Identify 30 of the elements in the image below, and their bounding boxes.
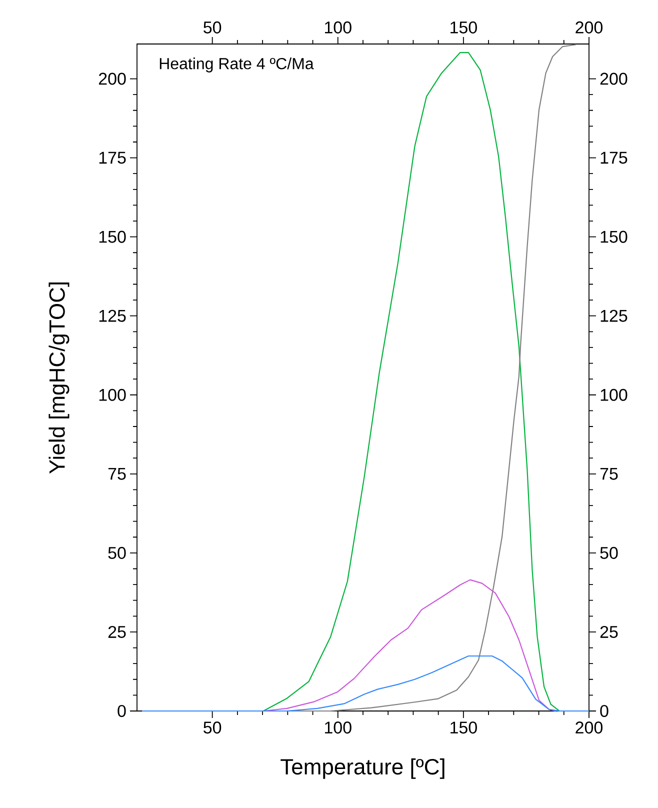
y-tick-label: 50	[108, 546, 126, 559]
y2-tick-label: 25	[600, 626, 618, 638]
y2-tick-label: 0	[600, 704, 608, 718]
y-tick-label: 75	[108, 468, 126, 480]
x-axis-title: Temperature [ºC]	[280, 758, 444, 779]
x-tick-label: 100	[325, 722, 352, 734]
x-tick-label: 50	[204, 722, 222, 734]
y-tick-label: 125	[99, 310, 126, 322]
y-tick-label: 200	[98, 72, 126, 85]
y-axis-title: Yield [mgHC/gTOC]	[48, 282, 70, 474]
y2-tick-label: 125	[600, 310, 628, 322]
y2-tick-label: 50	[600, 546, 618, 559]
x-tick-label: 200	[576, 722, 603, 734]
y2-tick-label: 200	[600, 72, 628, 85]
y2-tick-label: 150	[600, 230, 628, 243]
y-tick-label: 175	[99, 152, 126, 164]
x2-tick-label: 50	[204, 21, 222, 34]
y-tick-label: 0	[118, 704, 126, 718]
y-tick-label: 100	[99, 388, 126, 401]
y2-tick-label: 75	[600, 468, 618, 480]
y-tick-label: 25	[108, 626, 126, 638]
y2-tick-label: 175	[600, 152, 628, 164]
y-tick-label: 150	[99, 230, 126, 243]
x2-tick-label: 100	[325, 21, 352, 34]
x2-tick-label: 200	[576, 21, 603, 34]
y2-tick-label: 100	[600, 388, 628, 401]
x-tick-label: 150	[450, 722, 477, 734]
line-series	[141, 655, 590, 712]
x2-tick-label: 150	[450, 21, 477, 34]
annotation: Heating Rate 4 ºC/Ma	[160, 58, 314, 72]
